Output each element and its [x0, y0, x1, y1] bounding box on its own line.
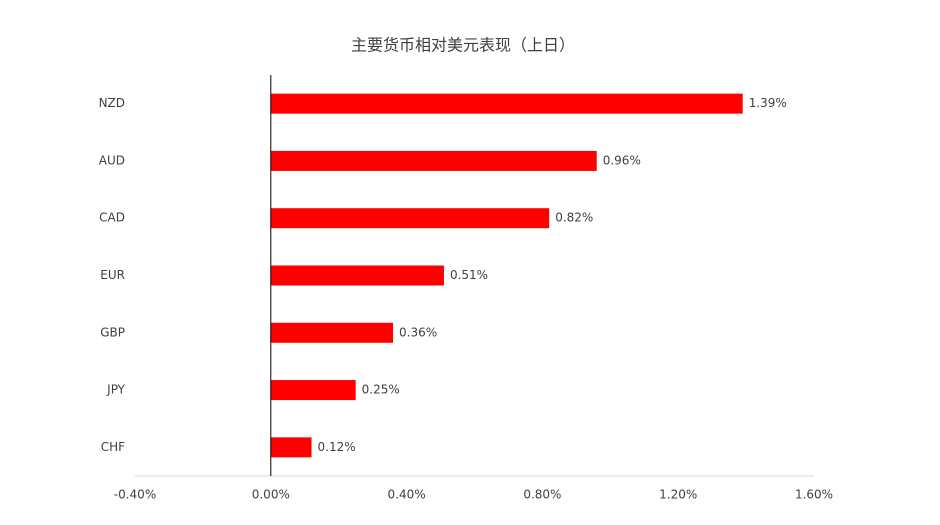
data-label: 0.12%	[318, 440, 356, 454]
data-label: 0.82%	[555, 211, 593, 225]
y-tick-label: CAD	[99, 211, 125, 225]
y-tick-label: AUD	[99, 153, 125, 167]
x-tick-label: -0.40%	[114, 488, 156, 502]
bar	[270, 437, 312, 458]
bar	[270, 380, 356, 401]
data-label: 1.39%	[749, 96, 787, 110]
x-tick-label: 0.40%	[388, 488, 426, 502]
bar	[270, 93, 743, 114]
y-tick-label: CHF	[101, 440, 125, 454]
data-label: 0.96%	[603, 153, 641, 167]
chart-title: 主要货币相对美元表现（上日）	[351, 36, 575, 55]
y-tick-label: EUR	[100, 268, 125, 282]
bar	[270, 265, 444, 286]
x-tick-label: 0.00%	[252, 488, 290, 502]
data-label: 0.25%	[362, 383, 400, 397]
y-tick-label: NZD	[99, 96, 125, 110]
bar	[270, 208, 550, 229]
y-tick-label: GBP	[100, 325, 125, 339]
x-tick-label: 0.80%	[523, 488, 561, 502]
x-tick-label: 1.60%	[795, 488, 833, 502]
bar	[270, 322, 394, 343]
y-tick-label: JPY	[106, 383, 126, 397]
data-label: 0.51%	[450, 268, 488, 282]
bar	[270, 150, 597, 171]
data-label: 0.36%	[399, 325, 437, 339]
x-tick-label: 1.20%	[659, 488, 697, 502]
